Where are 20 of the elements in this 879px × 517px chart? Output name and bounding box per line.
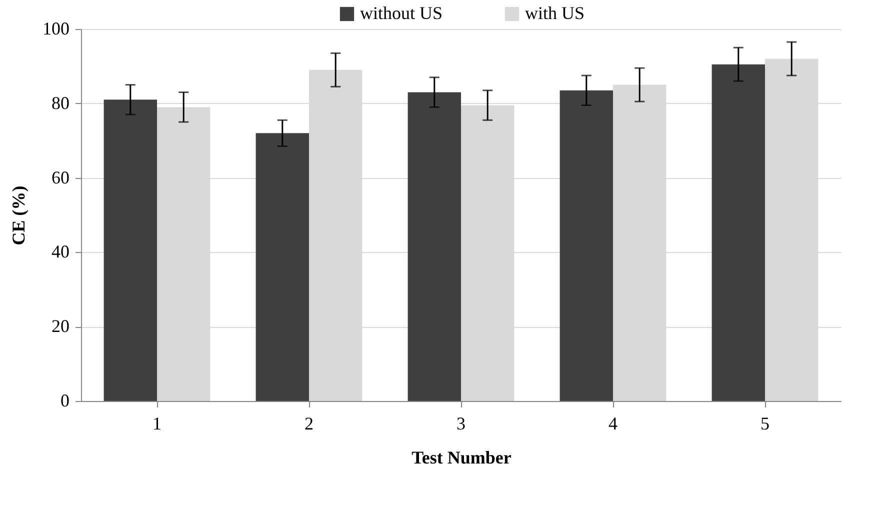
y-axis-title: CE (%): [8, 186, 28, 246]
legend-label: with US: [525, 3, 585, 23]
y-tick-label: 100: [42, 18, 70, 38]
bar: [256, 133, 309, 401]
y-tick-label: 40: [52, 242, 70, 262]
y-tick-label: 20: [52, 316, 70, 336]
y-tick-label: 60: [52, 167, 70, 188]
y-tick-label: 80: [52, 92, 70, 113]
x-tick-label: 3: [456, 414, 466, 434]
x-tick-label: 2: [304, 414, 314, 434]
y-tick-label: 0: [60, 390, 70, 410]
legend-label: without US: [360, 3, 443, 23]
bar: [712, 64, 765, 401]
x-tick-label: 4: [608, 414, 618, 434]
x-tick-label: 1: [152, 414, 162, 434]
x-tick-label: 5: [760, 414, 770, 434]
bar: [560, 90, 613, 401]
bar: [104, 100, 157, 401]
x-axis-title: Test Number: [412, 448, 512, 468]
bar: [408, 92, 461, 401]
